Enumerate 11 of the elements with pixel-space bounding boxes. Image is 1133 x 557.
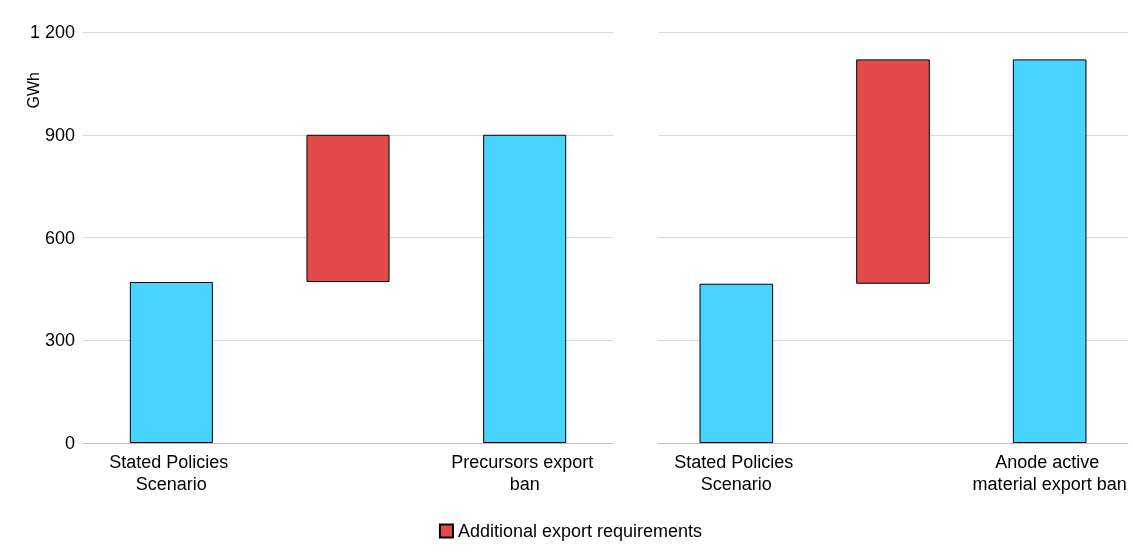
x-tick-label: Anode active material export ban — [972, 452, 1127, 494]
y-tick-label: 1 200 — [29, 22, 75, 42]
y-tick-label: 900 — [44, 124, 75, 145]
x-tick-label: Precursors export ban — [451, 452, 599, 494]
x-tick-label: Stated Policies Scenario — [674, 452, 799, 494]
x-tick-label: Stated Policies Scenario — [109, 452, 234, 494]
y-tick-label: 300 — [44, 330, 75, 351]
y-tick-label: 0 — [64, 433, 75, 453]
legend-label: Additional export requirements — [457, 521, 703, 541]
y-tick-label: 600 — [44, 227, 75, 248]
y-axis-title: GWh — [24, 72, 42, 109]
